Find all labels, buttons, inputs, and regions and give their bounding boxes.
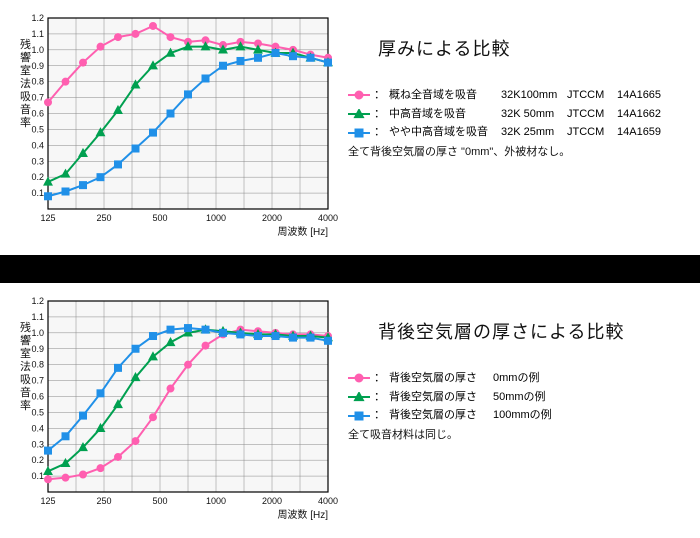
svg-text:0.2: 0.2	[31, 455, 44, 465]
svg-text:音: 音	[20, 102, 31, 116]
chart-2: 0.1 0.2 0.3 0.4 0.5 0.6 0.7 0.8 0.9 1.0 1.1 1.2 125 2…	[8, 293, 338, 528]
svg-text:1.2: 1.2	[31, 296, 44, 306]
square-marker	[348, 411, 370, 421]
chart-1: 0.1 0.2 0.3 0.4 0.5 0.6 0.7 0.8 0.9 1.0 1.1 1.2 125 2…	[8, 10, 338, 245]
panel1-note: 全て背後空気層の厚さ "0mm"、外被材なし。	[348, 143, 692, 159]
svg-text:4000: 4000	[318, 213, 338, 223]
svg-text:響: 響	[20, 333, 31, 347]
svg-text:2000: 2000	[262, 213, 282, 223]
svg-text:125: 125	[40, 496, 55, 506]
svg-text:0.2: 0.2	[31, 172, 44, 182]
panel2-title: 背後空気層の厚さによる比較	[378, 318, 692, 344]
svg-text:0.1: 0.1	[31, 188, 44, 198]
svg-text:法: 法	[20, 359, 31, 373]
circle-marker	[348, 373, 370, 383]
circle-marker	[348, 90, 370, 100]
panel-airgap: 0.1 0.2 0.3 0.4 0.5 0.6 0.7 0.8 0.9 1.0 1.1 1.2 125 2…	[0, 283, 700, 538]
svg-text:室: 室	[20, 346, 31, 360]
svg-text:1.2: 1.2	[31, 13, 44, 23]
legend-row: ：背後空気層の厚さ50mmの例	[348, 388, 692, 407]
svg-text:残: 残	[20, 320, 31, 334]
triangle-marker	[348, 109, 370, 119]
svg-text:0.1: 0.1	[31, 471, 44, 481]
svg-text:0.6: 0.6	[31, 392, 44, 402]
svg-text:0.3: 0.3	[31, 156, 44, 166]
legend-row: ：背後空気層の厚さ0mmの例	[348, 369, 692, 388]
panel-thickness: 0.1 0.2 0.3 0.4 0.5 0.6 0.7 0.8 0.9 1.0 1.1 1.2 125 2…	[0, 0, 700, 255]
legend-row: ：概ね全音域を吸音32K100mmJTCCM14A1665	[348, 86, 692, 105]
svg-text:0.5: 0.5	[31, 407, 44, 417]
svg-text:0.8: 0.8	[31, 360, 44, 370]
svg-text:125: 125	[40, 213, 55, 223]
svg-text:残: 残	[20, 37, 31, 51]
panel1-title: 厚みによる比較	[378, 35, 692, 61]
svg-text:1.0: 1.0	[31, 328, 44, 338]
svg-text:率: 率	[20, 398, 31, 412]
svg-text:2000: 2000	[262, 496, 282, 506]
svg-text:0.5: 0.5	[31, 124, 44, 134]
svg-text:法: 法	[20, 76, 31, 90]
legend-row: ：背後空気層の厚さ100mmの例	[348, 406, 692, 425]
square-marker	[348, 128, 370, 138]
svg-text:0.7: 0.7	[31, 93, 44, 103]
svg-text:0.9: 0.9	[31, 61, 44, 71]
panel2-info: 背後空気層の厚さによる比較 ：背後空気層の厚さ0mmの例：背後空気層の厚さ50m…	[348, 293, 692, 528]
svg-text:1.0: 1.0	[31, 45, 44, 55]
svg-text:4000: 4000	[318, 496, 338, 506]
svg-text:0.7: 0.7	[31, 376, 44, 386]
svg-text:響: 響	[20, 50, 31, 64]
svg-text:1.1: 1.1	[31, 29, 44, 39]
legend-row: ：中高音域を吸音32K 50mmJTCCM14A1662	[348, 105, 692, 124]
svg-text:率: 率	[20, 115, 31, 129]
panel1-info: 厚みによる比較 ：概ね全音域を吸音32K100mmJTCCM14A1665：中高…	[348, 10, 692, 245]
svg-text:吸: 吸	[20, 91, 31, 103]
svg-text:1000: 1000	[206, 496, 226, 506]
panel-divider	[0, 255, 700, 283]
legend-row: ：やや中高音域を吸音32K 25mmJTCCM14A1659	[348, 123, 692, 142]
panel2-legend: ：背後空気層の厚さ0mmの例：背後空気層の厚さ50mmの例：背後空気層の厚さ10…	[348, 369, 692, 425]
panel2-note: 全て吸音材料は同じ。	[348, 426, 692, 442]
svg-text:0.4: 0.4	[31, 423, 44, 433]
svg-text:0.4: 0.4	[31, 140, 44, 150]
triangle-marker	[348, 392, 370, 402]
svg-text:500: 500	[152, 496, 167, 506]
svg-text:音: 音	[20, 385, 31, 399]
svg-text:0.9: 0.9	[31, 344, 44, 354]
svg-text:1000: 1000	[206, 213, 226, 223]
svg-text:周波数 [Hz]: 周波数 [Hz]	[277, 225, 328, 238]
svg-text:0.8: 0.8	[31, 77, 44, 87]
panel1-legend: ：概ね全音域を吸音32K100mmJTCCM14A1665：中高音域を吸音32K…	[348, 86, 692, 142]
svg-text:周波数 [Hz]: 周波数 [Hz]	[277, 508, 328, 521]
svg-text:吸: 吸	[20, 374, 31, 386]
svg-text:1.1: 1.1	[31, 312, 44, 322]
svg-text:250: 250	[96, 213, 111, 223]
svg-text:500: 500	[152, 213, 167, 223]
svg-text:250: 250	[96, 496, 111, 506]
svg-text:0.3: 0.3	[31, 439, 44, 449]
svg-text:0.6: 0.6	[31, 109, 44, 119]
svg-text:室: 室	[20, 63, 31, 77]
